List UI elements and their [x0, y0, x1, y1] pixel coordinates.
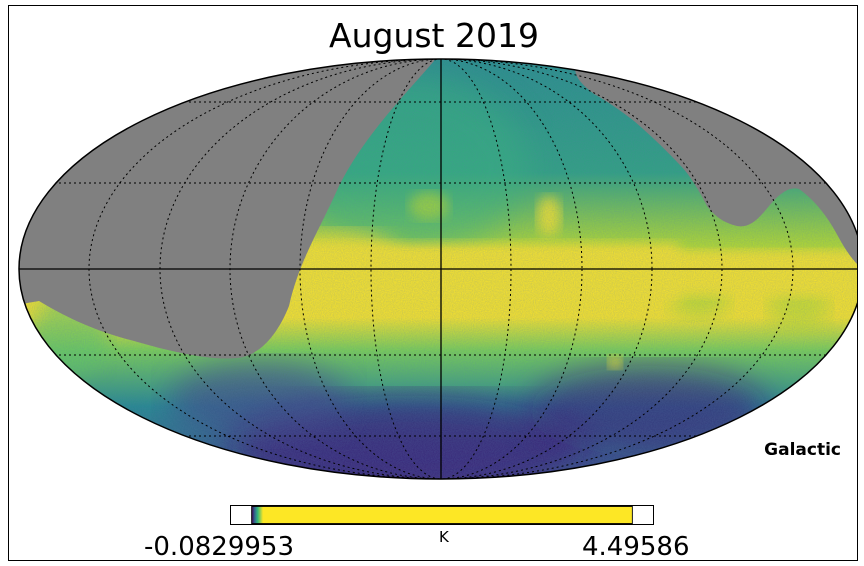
graticule-axes	[19, 59, 857, 479]
colorbar-unit-label: K	[439, 528, 449, 546]
coordinate-system-label: Galactic	[764, 440, 841, 460]
sky-map	[18, 58, 857, 480]
colorbar	[230, 505, 654, 525]
figure-frame: August 2019	[8, 5, 858, 561]
colorbar-max-label: 4.49586	[582, 532, 690, 562]
colorbar-min-label: -0.0829953	[144, 532, 294, 562]
map-title: August 2019	[329, 16, 539, 55]
map-boundary	[18, 58, 857, 480]
